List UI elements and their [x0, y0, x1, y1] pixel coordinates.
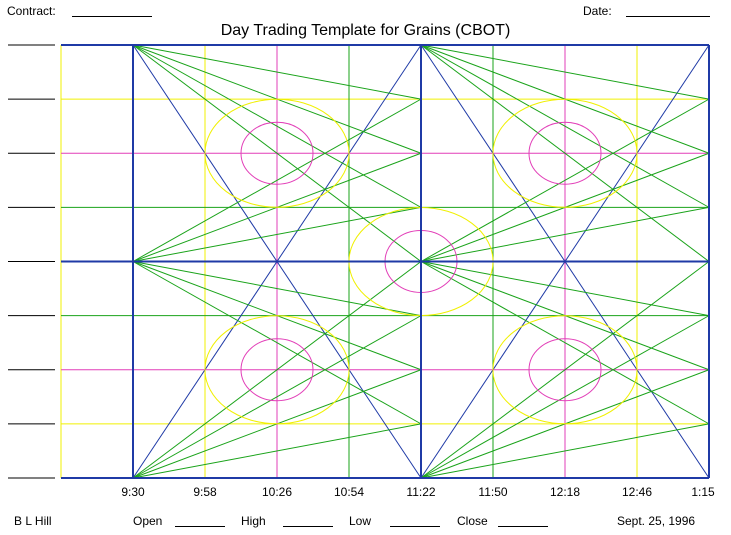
author-label: B L Hill: [14, 514, 52, 528]
fan-line-0-2-5: [132, 315, 422, 479]
fan-line-0-1-5: [132, 261, 422, 317]
time-tick-label: 12:46: [621, 485, 653, 499]
fan-line-0-0-4: [132, 44, 422, 262]
close-field[interactable]: [498, 526, 548, 527]
fan-line-1-2-4: [420, 261, 710, 479]
time-tick-label: 11:22: [406, 485, 436, 499]
low-field[interactable]: [390, 526, 440, 527]
fan-line-0-0-1: [132, 44, 422, 100]
yellow-ellipse-4: [492, 315, 638, 425]
fan-line-1-0-1: [420, 44, 710, 100]
fan-line-0-0-3: [132, 44, 422, 208]
time-tick-label: 12:18: [549, 485, 581, 499]
magenta-ellipse-4: [528, 338, 602, 402]
date-label: Date:: [583, 4, 612, 18]
fan-line-0-2-4: [132, 261, 422, 479]
time-tick-label: 10:26: [261, 485, 293, 499]
fan-line-1-2-5: [420, 315, 710, 479]
fan-line-0-1-1: [132, 98, 422, 262]
magenta-ellipse-0: [240, 121, 314, 185]
page-title: Day Trading Template for Grains (CBOT): [220, 22, 511, 39]
close-label: Close: [457, 514, 488, 528]
time-tick-label: 1:15: [691, 485, 715, 499]
fan-line-1-0-3: [420, 44, 710, 208]
fan-line-0-2-7: [132, 423, 422, 479]
fan-line-1-1-7: [420, 261, 710, 425]
fan-line-1-1-3: [420, 206, 710, 262]
time-tick-label: 9:30: [121, 485, 145, 499]
magenta-ellipse-3: [240, 338, 314, 402]
high-field[interactable]: [283, 526, 333, 527]
fan-line-1-1-1: [420, 98, 710, 262]
fan-line-1-2-7: [420, 423, 710, 479]
open-label: Open: [133, 514, 163, 528]
fan-line-0-1-3: [132, 206, 422, 262]
date-field[interactable]: [626, 16, 710, 17]
fan-line-0-1-7: [132, 261, 422, 425]
time-tick-label: 11:50: [478, 485, 508, 499]
yellow-ellipse-3: [204, 315, 350, 425]
open-field[interactable]: [175, 526, 225, 527]
yellow-ellipse-0: [204, 98, 350, 208]
magenta-ellipse-1: [528, 121, 602, 185]
yellow-ellipse-1: [492, 98, 638, 208]
time-tick-label: 10:54: [333, 485, 365, 499]
contract-field[interactable]: [72, 16, 152, 17]
time-tick-label: 9:58: [193, 485, 217, 499]
low-label: Low: [349, 514, 372, 528]
footer-date: Sept. 25, 1996: [617, 514, 696, 528]
high-label: High: [241, 514, 266, 528]
contract-label: Contract:: [7, 4, 56, 18]
fan-line-1-1-5: [420, 261, 710, 317]
fan-line-1-0-4: [420, 44, 710, 262]
